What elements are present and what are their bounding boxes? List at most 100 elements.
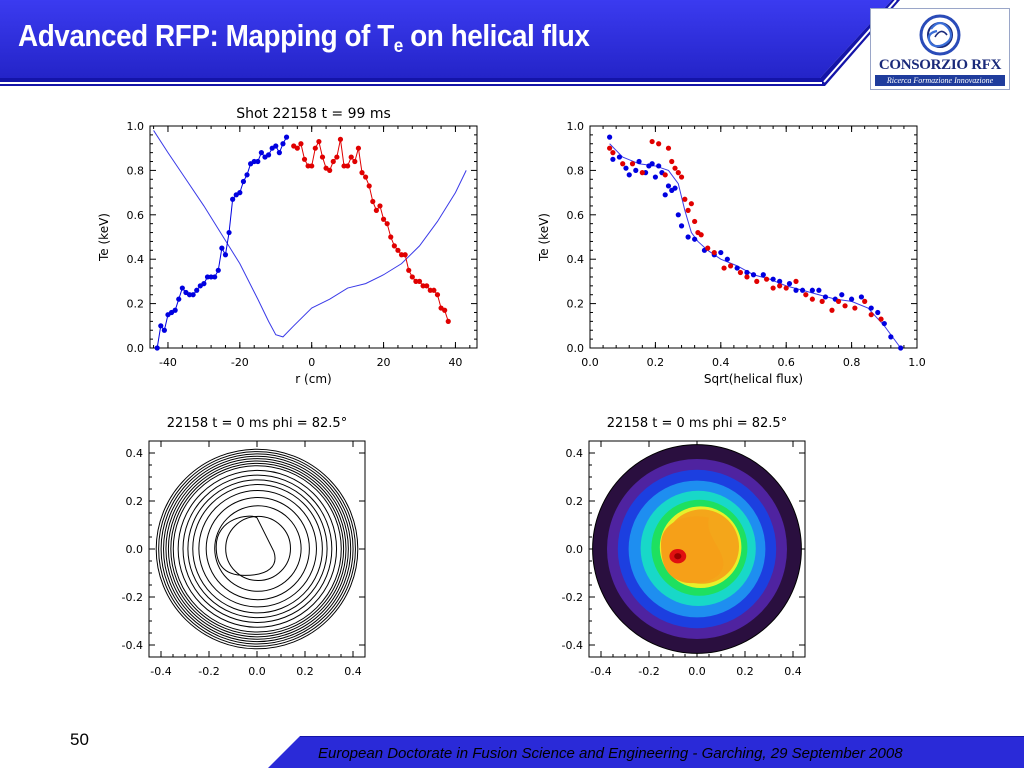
te-color-map-plot: 22158 t = 0 ms phi = 82.5° -0.4 -0.2 0.0 0.2… [535,405,835,685]
series-0-point [244,172,250,178]
series-1-point [312,145,318,151]
x-tick-label: -20 [231,356,249,369]
series-0-point [777,278,783,284]
flux-contour [177,469,338,628]
series-1-point [309,163,315,169]
series-0-point [793,287,799,293]
series-1-point [373,207,379,213]
y-tick-label: 0.0 [566,543,584,556]
y-tick-label: 0.4 [127,253,145,266]
series-1-point [672,165,678,171]
series-0-point [240,178,247,185]
x-tick-label: 0.6 [777,356,795,369]
series-0-point [222,252,229,258]
flux-contour [158,451,356,647]
series-0-point [868,305,874,311]
page-title: Advanced RFP: Mapping of Te on helical f… [18,18,590,58]
series-1-point [669,158,675,165]
x-tick-label: 40 [448,356,462,369]
series-0-point [898,345,904,351]
y-tick-label: 0.0 [127,342,145,355]
series-0-point [251,158,257,165]
series-1-point [316,138,322,145]
series-1-point [330,158,336,165]
title-main: Advanced RFP: Mapping of T [18,18,394,53]
x-tick-label: 0.0 [688,665,706,678]
y-tick-label: -0.4 [122,639,143,652]
helical-flux-contour-svg: 22158 t = 0 ms phi = 82.5° -0.4 -0.2 0.0 0.2… [122,416,366,678]
series-0-point [219,245,225,251]
te-vs-radius-plot: Shot 22158 t = 99 ms 0.0 0.2 0.4 0.6 0.8 1.0 -4… [80,98,500,398]
series-0-point [283,134,290,140]
series-0-point [849,296,855,302]
series-0-point [176,296,182,302]
series-1-point [665,145,672,151]
y-tick-label: 0.4 [566,447,584,460]
series-1-point [688,201,694,207]
x-tick-label: 20 [377,356,391,369]
series-0-point [718,249,724,256]
series-1-point [355,145,362,151]
series-1-point [301,156,308,162]
flux-contour [155,448,359,650]
series-0-point [194,287,200,293]
x-tick-label: 0.8 [843,356,861,369]
series-0-point [760,272,766,278]
series-0-point [770,276,776,282]
series-0-point [633,167,639,173]
y-tick-label: 0.2 [567,298,585,311]
series-1-point [420,283,426,289]
series-0-point [280,141,286,147]
series-1-line [293,139,449,322]
series-1-point [359,170,365,176]
series-0-point [692,236,698,242]
series-1-point [819,298,825,304]
series-0-point [816,287,822,293]
flux-contour [225,515,291,582]
series-0-point [662,192,668,198]
series-0-point [678,223,685,229]
flux-contour [172,465,342,633]
series-1-point [793,278,799,284]
series-1-point [711,249,717,256]
series-0-point [665,183,672,189]
flux-contour [165,458,349,640]
series-1-point [842,303,848,309]
series-0-point [226,229,232,236]
logo-name: CONSORZIO RFX [878,57,1002,73]
footer-bar [0,735,1024,768]
y-tick-label: 0.0 [567,342,585,355]
helical-flux-contour-plot: 22158 t = 0 ms phi = 82.5° -0.4 -0.2 0.0 0.2… [95,405,395,685]
flux-contour [214,505,302,592]
series-0-point [172,307,178,313]
y-tick-label: 0.6 [127,209,145,222]
series-1-point [366,183,372,189]
map-frame [148,440,366,658]
series-1-point [352,158,358,165]
x-tick-label: 0.0 [581,356,599,369]
flux-contour [198,489,317,608]
series-1-point [319,154,326,160]
series-0-point [186,292,193,298]
banner-shape [0,0,900,86]
x-tick-label: -0.2 [198,665,219,678]
plot-frame [589,125,918,349]
logo-tagline: Ricerca Formazione Innovazione [875,75,1005,86]
series-1-point [413,278,419,284]
x-tick-label: 0.0 [248,665,266,678]
series-0-point [858,294,865,300]
series-0-point [255,158,261,165]
series-0-point [161,327,167,333]
plasma-boundary [592,444,802,654]
y-tick-label: 0.2 [127,298,145,311]
series-1-point [384,221,390,227]
series-0-point [237,190,243,196]
series-0-point [652,174,658,180]
series-0-point [154,345,160,351]
series-1-point [639,170,645,176]
series-0-point [610,156,616,162]
te-core-region [661,516,724,584]
series-1-point [763,276,770,282]
x-tick-label: 0.2 [736,665,754,678]
y-tick-label: 0.8 [127,164,145,177]
